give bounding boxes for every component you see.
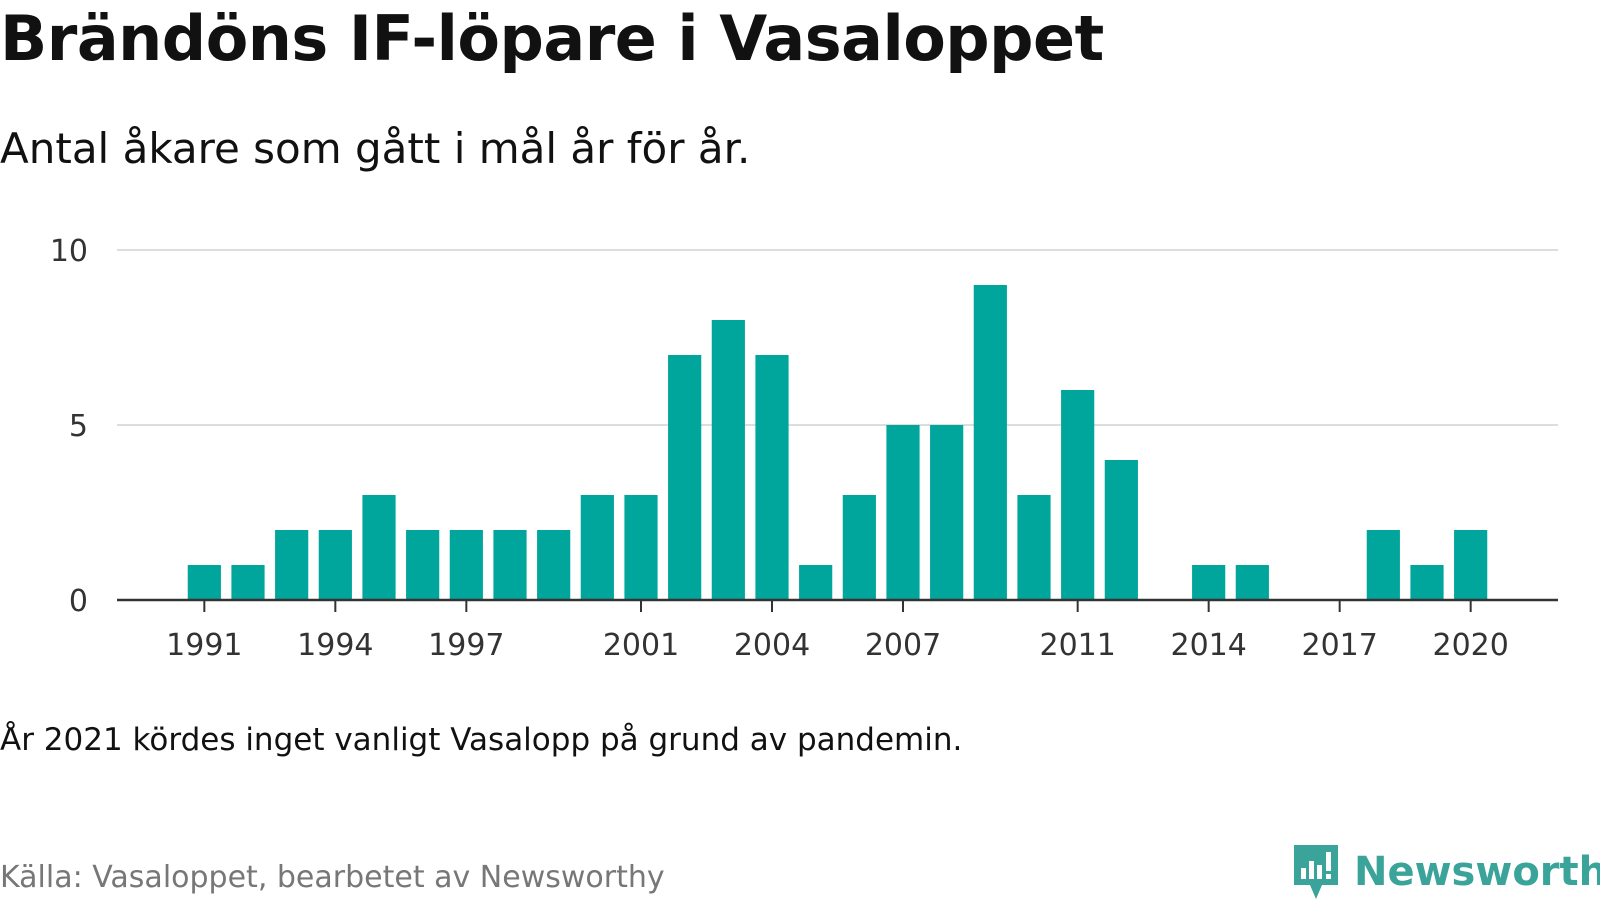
bar-1997 — [449, 530, 483, 600]
x-tick-label: 2001 — [603, 628, 679, 663]
footnote: År 2021 kördes inget vanligt Vasalopp på… — [0, 722, 963, 758]
bar-2009 — [973, 285, 1007, 600]
chart-title: Brändöns IF-löpare i Vasaloppet — [0, 2, 1104, 75]
bar-2020 — [1454, 530, 1488, 600]
bar-2006 — [842, 495, 876, 600]
x-tick-label: 2007 — [865, 628, 941, 663]
bar-2015 — [1235, 565, 1269, 600]
bar-2018 — [1366, 530, 1400, 600]
bar-1995 — [362, 495, 396, 600]
bar-2012 — [1104, 460, 1138, 600]
x-tick-label: 2004 — [734, 628, 810, 663]
bar-1991 — [187, 565, 221, 600]
bar-2010 — [1017, 495, 1051, 600]
y-tick-label: 0 — [69, 584, 88, 619]
x-tick-label: 2020 — [1432, 628, 1508, 663]
x-tick-label: 2017 — [1301, 628, 1377, 663]
y-tick-label: 5 — [69, 409, 88, 444]
x-tick-labels: 1991 1994 1997 2001 2004 2007 2011 2014 2017 2020 — [166, 628, 1509, 663]
chart-subtitle: Antal åkare som gått i mål år för år. — [0, 124, 751, 173]
bar-1993 — [275, 530, 309, 600]
bar-2019 — [1410, 565, 1444, 600]
brand-logo: Newsworthy — [1292, 843, 1600, 901]
bar-1994 — [318, 530, 352, 600]
bar-1996 — [406, 530, 440, 600]
bar-2000 — [580, 495, 614, 600]
bar-2002 — [668, 355, 702, 600]
brand-name: Newsworthy — [1354, 849, 1600, 895]
bars — [187, 285, 1488, 600]
x-tick-label: 2014 — [1170, 628, 1246, 663]
bar-2007 — [886, 425, 920, 600]
bar-2011 — [1061, 390, 1095, 600]
bar-1999 — [537, 530, 571, 600]
y-tick-labels: 0 5 10 — [50, 234, 88, 619]
bar-2004 — [755, 355, 789, 600]
bar-1998 — [493, 530, 527, 600]
bar-2008 — [930, 425, 964, 600]
x-tick-label: 1997 — [428, 628, 504, 663]
y-tick-label: 10 — [50, 234, 88, 269]
newsworthy-logo-icon — [1294, 845, 1338, 899]
bar-2005 — [799, 565, 833, 600]
bar-2003 — [711, 320, 745, 600]
x-tick-label: 2011 — [1039, 628, 1115, 663]
x-axis — [117, 598, 1558, 612]
source-text: Källa: Vasaloppet, bearbetet av Newswort… — [0, 860, 665, 895]
bar-chart: 0 5 10 1991 1994 1997 2001 2004 2007 2011 2014 201… — [50, 234, 1558, 663]
x-tick-label: 1991 — [166, 628, 242, 663]
bar-2014 — [1192, 565, 1226, 600]
bar-2001 — [624, 495, 658, 600]
gridlines — [117, 249, 1558, 426]
bar-1992 — [231, 565, 265, 600]
x-tick-label: 1994 — [297, 628, 373, 663]
